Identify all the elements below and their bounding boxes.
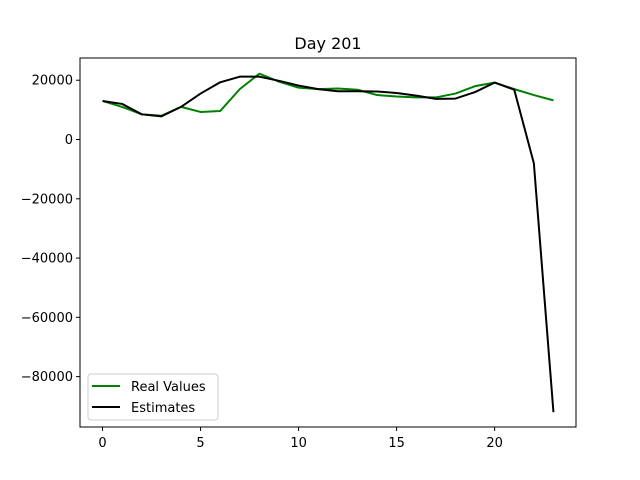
x-tick-label: 10	[290, 436, 307, 451]
x-tick-label: 20	[486, 436, 503, 451]
x-tick-label: 5	[196, 436, 204, 451]
series-line-real-values	[102, 72, 554, 117]
y-tick-label: −80000	[21, 370, 73, 385]
y-axis-ticks: −80000 −60000 −40000 −20000 0 20000	[21, 74, 80, 385]
legend-box	[87, 373, 219, 421]
chart-title: Day 201	[294, 34, 361, 53]
y-tick-label: −40000	[21, 252, 73, 267]
plot-lines	[102, 72, 555, 413]
legend-label-estimates: Estimates	[131, 401, 195, 416]
x-tick-label: 15	[388, 436, 405, 451]
axes-frame	[79, 57, 577, 428]
legend-label-real-values: Real Values	[131, 380, 206, 395]
series-line-estimates	[102, 75, 555, 413]
x-tick-label: 0	[98, 436, 106, 451]
x-axis-ticks: 0 5 10 15 20	[98, 427, 503, 451]
y-tick-label: 0	[65, 133, 73, 148]
y-tick-label: −60000	[21, 311, 73, 326]
y-tick-label: −20000	[21, 192, 73, 207]
y-tick-label: 20000	[32, 74, 73, 89]
legend: Real Values Estimates	[87, 373, 219, 421]
